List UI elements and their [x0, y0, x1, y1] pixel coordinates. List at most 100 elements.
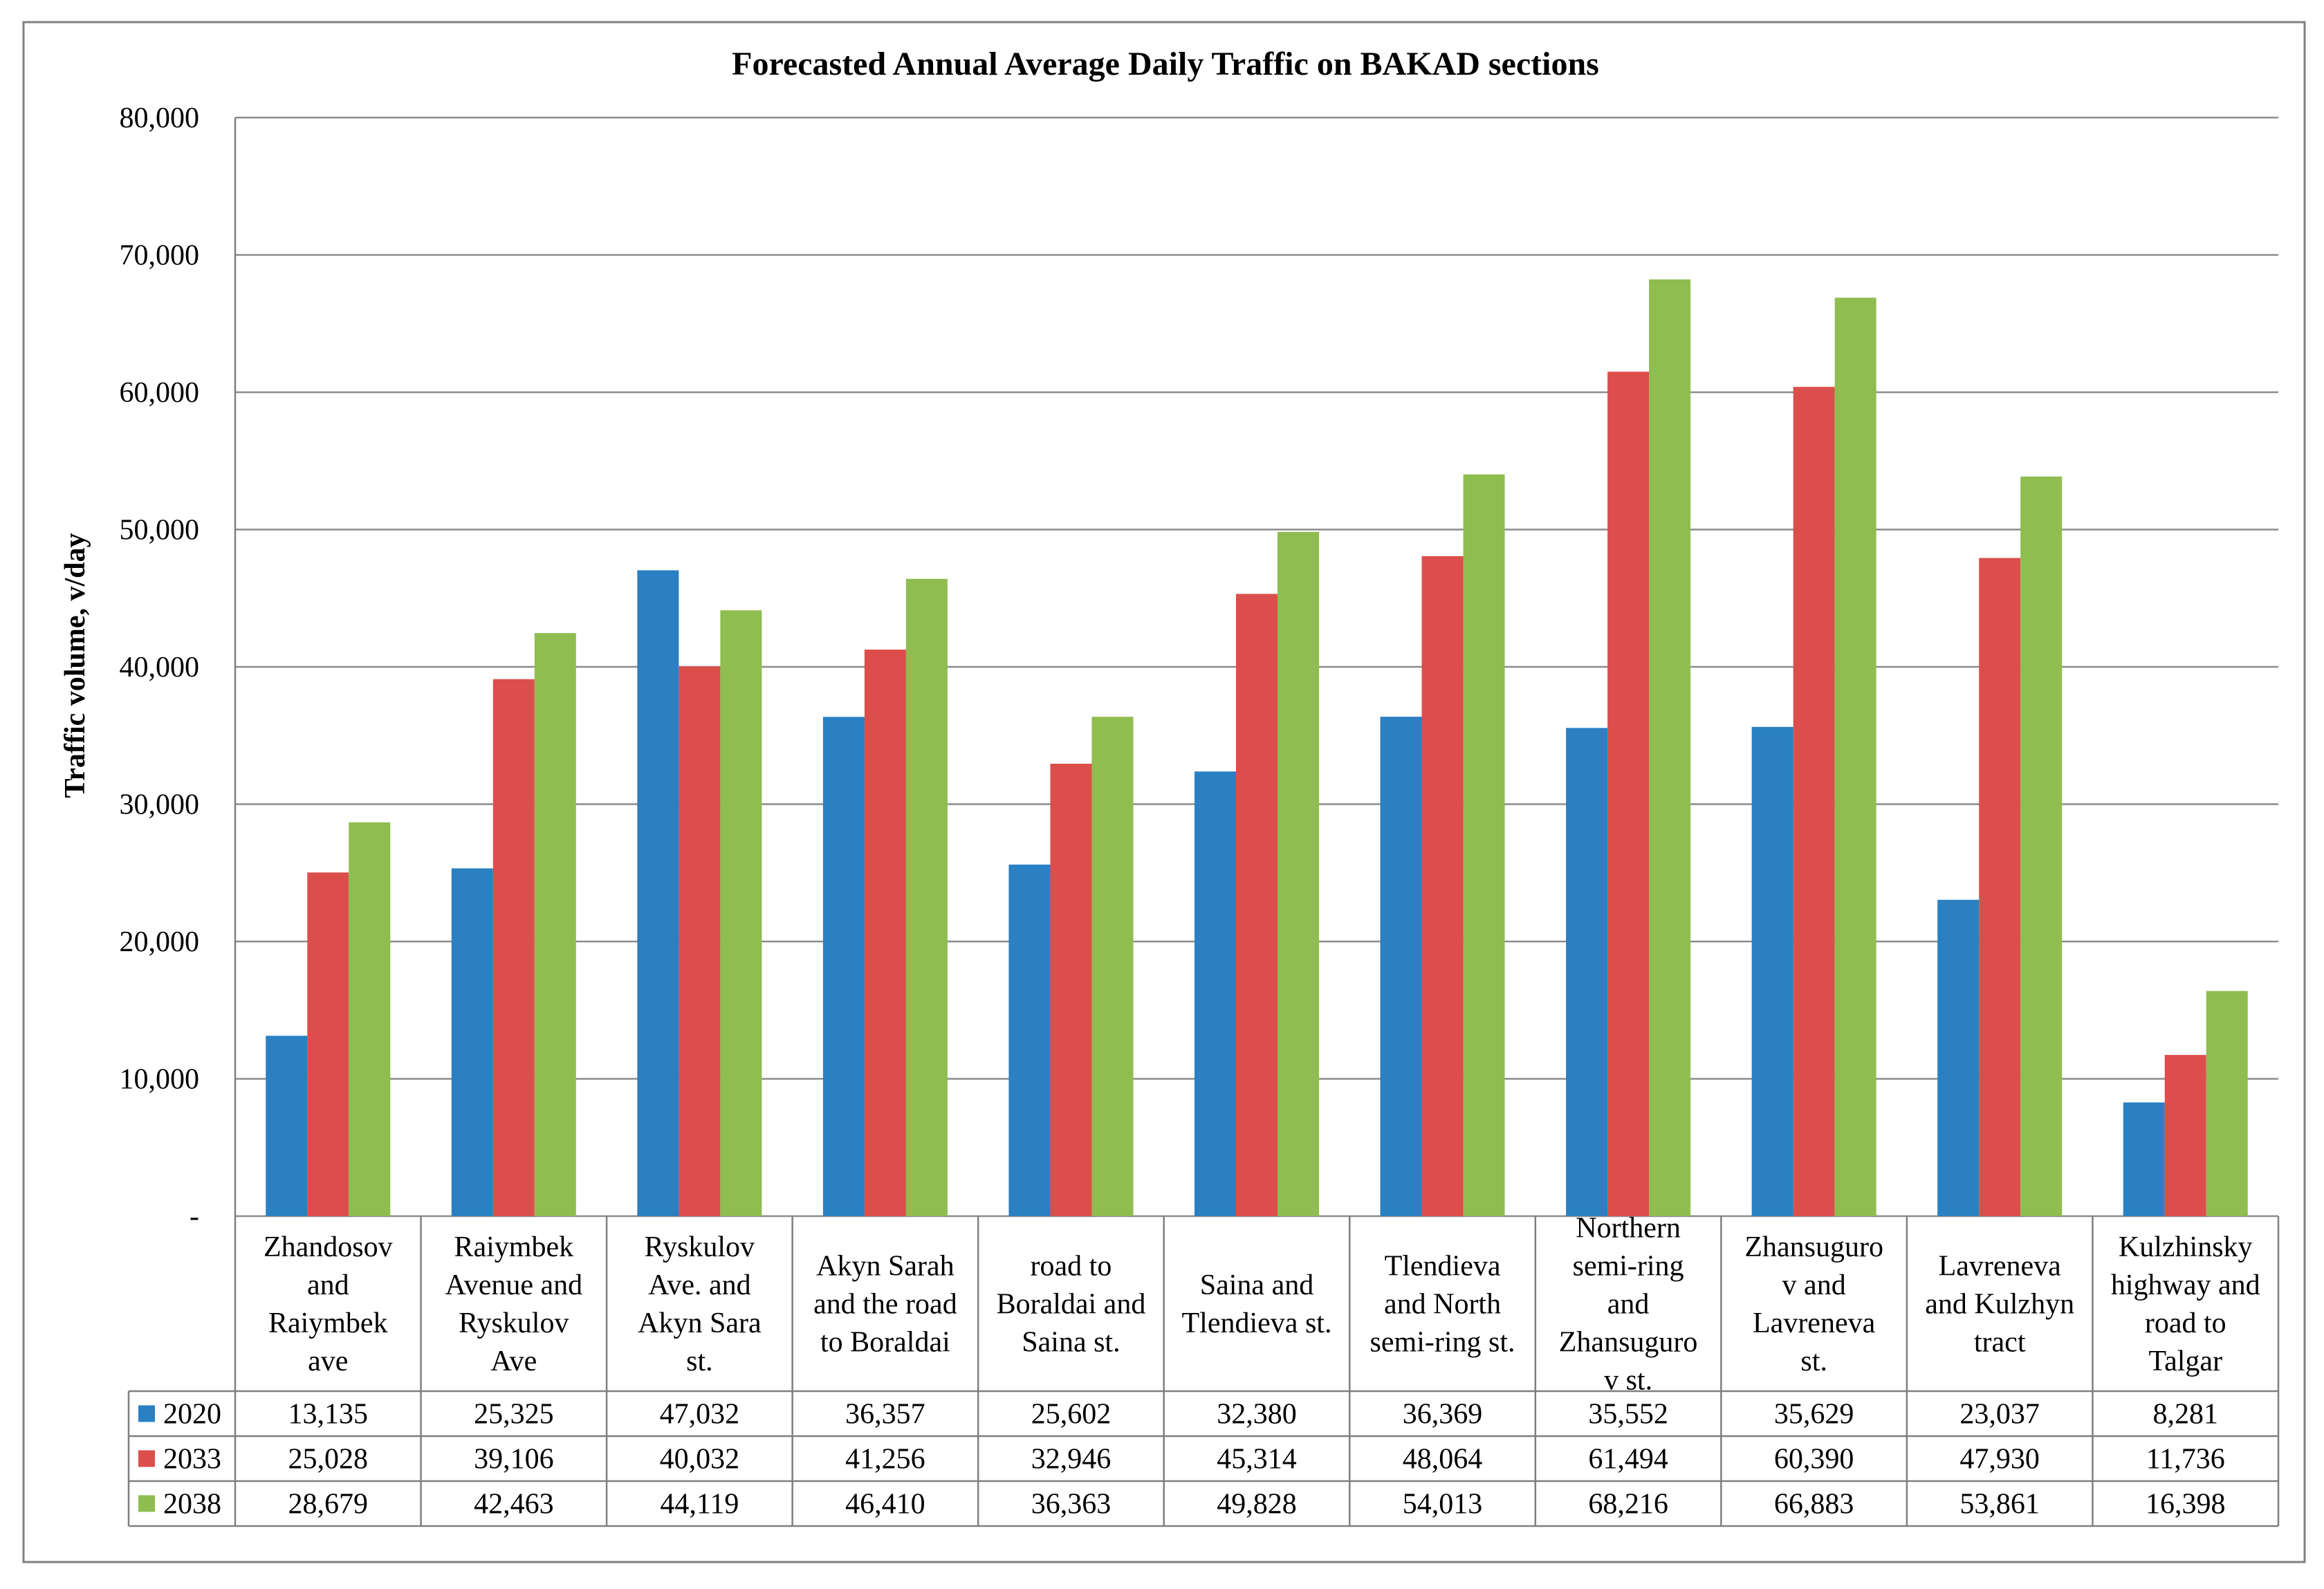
category-label: Boraldai and [997, 1289, 1146, 1321]
data-label-2038-2: 42,463 [474, 1489, 554, 1521]
category-label: Kulzhinsky [2119, 1231, 2253, 1263]
category-label: semi-ring [1573, 1251, 1684, 1283]
y-tick-label: 10,000 [120, 1064, 200, 1096]
bar-2038-11 [2206, 991, 2248, 1216]
legend-swatch-2038 [138, 1495, 155, 1512]
category-label: and North [1384, 1289, 1501, 1321]
data-label-2033-7: 48,064 [1403, 1444, 1483, 1476]
y-axis-label: Traffic volume, v/day [59, 533, 91, 798]
category-label: Zhansuguro [1559, 1327, 1698, 1359]
bar-2020-10 [1937, 899, 1980, 1216]
category-label: and [307, 1269, 349, 1301]
category-label: Lavreneva [1753, 1307, 1876, 1339]
data-label-2020-5: 25,602 [1031, 1399, 1112, 1431]
data-label-2020-11: 8,281 [2152, 1399, 2218, 1431]
category-label: road to [1031, 1251, 1112, 1283]
category-label: v and [1782, 1269, 1846, 1301]
category-label: to Boraldai [820, 1327, 950, 1359]
category-label: road to [2145, 1307, 2226, 1339]
category-label: Zhansuguro [1744, 1231, 1883, 1263]
data-label-2033-5: 32,946 [1031, 1444, 1112, 1476]
bar-2033-6 [1236, 594, 1278, 1216]
category-label: and Kulzhyn [1925, 1289, 2074, 1321]
y-tick-label: 50,000 [120, 515, 200, 546]
bar-2038-2 [534, 633, 576, 1216]
category-label: v st. [1604, 1365, 1652, 1397]
category-label: Ryskulov [459, 1307, 569, 1339]
bar-2020-2 [451, 868, 493, 1216]
data-label-2038-1: 28,679 [288, 1489, 369, 1521]
category-label: st. [686, 1345, 713, 1377]
category-label: Saina st. [1022, 1327, 1120, 1359]
category-label: Talgar [2148, 1345, 2222, 1377]
data-label-2020-4: 36,357 [845, 1399, 925, 1431]
data-label-2038-4: 46,410 [845, 1489, 925, 1521]
category-label: Ave. and [648, 1269, 751, 1301]
bar-2020-1 [266, 1036, 308, 1216]
data-label-2033-4: 41,256 [845, 1444, 925, 1476]
chart-title: Forecasted Annual Average Daily Traffic … [732, 46, 1599, 82]
data-label-2038-9: 66,883 [1774, 1489, 1854, 1521]
bar-2020-8 [1566, 728, 1608, 1216]
category-label: st. [1800, 1345, 1827, 1377]
category-label: Lavreneva [1939, 1251, 2062, 1283]
bar-2038-9 [1834, 297, 1876, 1216]
y-tick-label: 70,000 [120, 240, 200, 272]
legend-label-2020: 2020 [163, 1399, 221, 1431]
bar-2033-10 [1979, 558, 2021, 1216]
data-label-2038-7: 54,013 [1403, 1489, 1483, 1521]
data-label-2033-9: 60,390 [1774, 1444, 1854, 1476]
data-label-2033-1: 25,028 [288, 1444, 369, 1476]
category-label: and the road [813, 1289, 957, 1321]
data-label-2020-10: 23,037 [1959, 1399, 2040, 1431]
bar-2020-9 [1751, 726, 1793, 1216]
bar-2033-5 [1050, 764, 1092, 1216]
y-tick-label: 40,000 [120, 652, 200, 683]
bar-2038-8 [1649, 279, 1691, 1217]
data-label-2020-1: 13,135 [288, 1399, 369, 1431]
category-label: tract [1974, 1327, 2026, 1359]
bar-2020-6 [1195, 771, 1236, 1216]
category-label: Akyn Sara [638, 1307, 762, 1339]
category-label: Tlendieva [1385, 1251, 1501, 1283]
data-label-2020-8: 35,552 [1588, 1399, 1668, 1431]
data-label-2038-5: 36,363 [1031, 1489, 1112, 1521]
category-label: highway and [2111, 1269, 2260, 1301]
data-label-2020-7: 36,369 [1403, 1399, 1483, 1431]
data-label-2033-6: 45,314 [1217, 1444, 1297, 1476]
y-tick-label: 60,000 [120, 377, 200, 409]
category-label: Akyn Sarah [816, 1251, 954, 1283]
category-label: and [1607, 1289, 1650, 1321]
bar-2038-4 [905, 578, 948, 1216]
bar-2033-4 [864, 650, 906, 1216]
data-label-2038-10: 53,861 [1959, 1489, 2040, 1521]
data-label-2038-11: 16,398 [2146, 1489, 2226, 1521]
data-label-2033-11: 11,736 [2146, 1444, 2225, 1476]
bar-2038-3 [720, 610, 762, 1216]
bar-2020-5 [1008, 864, 1051, 1216]
data-label-2038-6: 49,828 [1217, 1489, 1297, 1521]
bar-2033-11 [2164, 1055, 2206, 1216]
bar-2033-3 [679, 666, 721, 1216]
data-label-2038-8: 68,216 [1588, 1489, 1668, 1521]
legend-label-2033: 2033 [163, 1444, 221, 1476]
y-tick-label: - [190, 1201, 199, 1233]
category-label: Tlendieva st. [1182, 1307, 1332, 1339]
bar-2033-9 [1793, 387, 1835, 1216]
bar-2038-6 [1278, 531, 1319, 1216]
bar-2033-2 [492, 679, 535, 1216]
y-tick-label: 20,000 [120, 926, 200, 958]
category-label: Ave [490, 1345, 537, 1377]
category-label: semi-ring st. [1370, 1327, 1515, 1359]
data-label-2038-3: 44,119 [660, 1489, 739, 1521]
y-tick-label: 30,000 [120, 789, 200, 821]
bar-2038-10 [2020, 476, 2063, 1216]
category-label: Zhandosov [264, 1231, 393, 1263]
category-label: Raiymbek [454, 1231, 573, 1263]
bar-2038-7 [1463, 474, 1505, 1216]
legend-label-2038: 2038 [163, 1489, 221, 1521]
data-label-2033-8: 61,494 [1588, 1444, 1668, 1476]
data-label-2020-2: 25,325 [474, 1399, 554, 1431]
